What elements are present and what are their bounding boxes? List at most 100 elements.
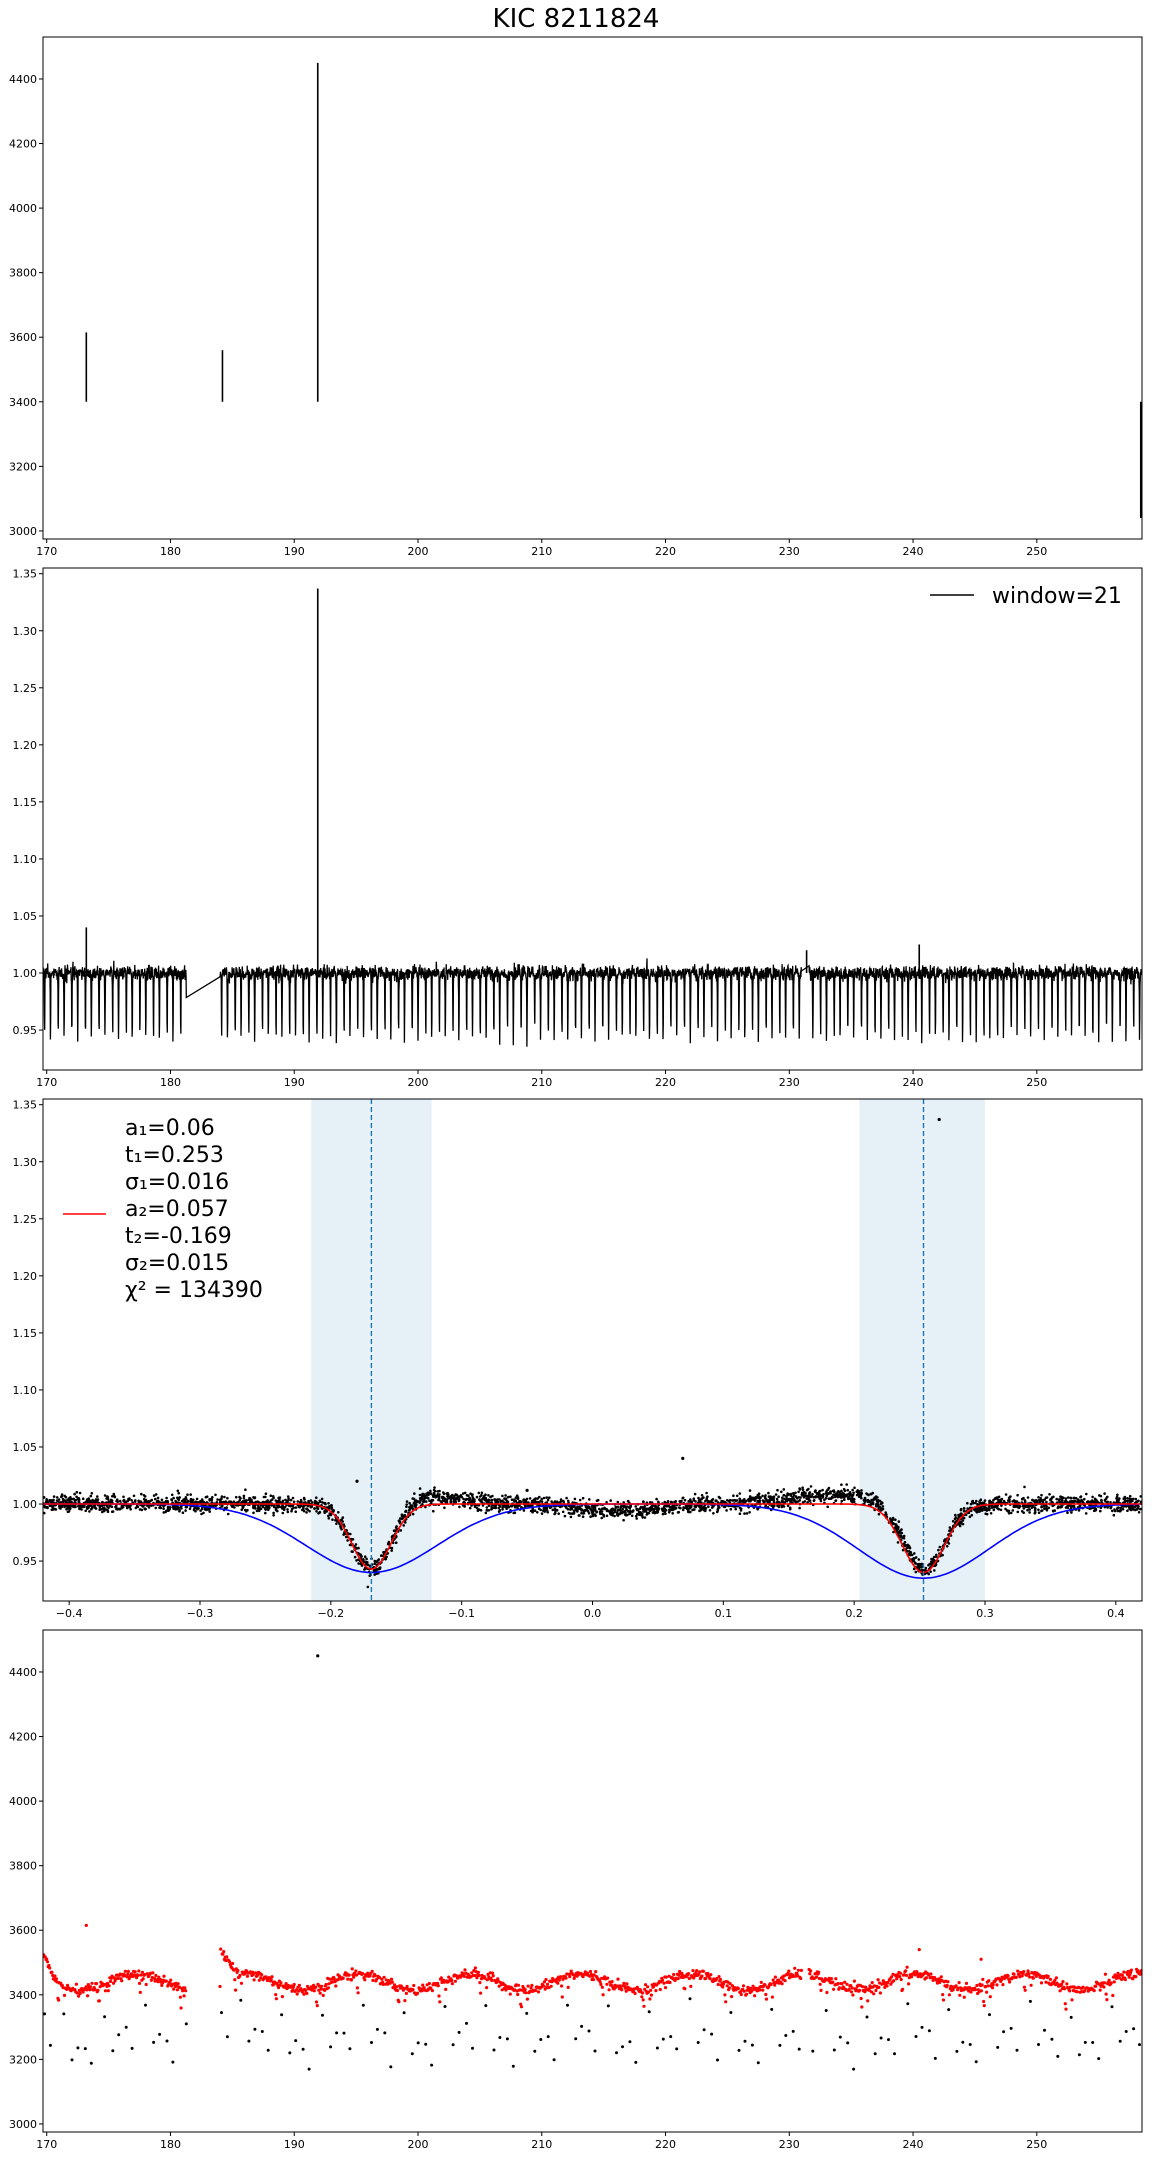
out-of-eclipse-point [860, 2005, 863, 2008]
phase-point [185, 1498, 188, 1501]
out-of-eclipse-point [605, 1983, 608, 1986]
eclipse-point [566, 2004, 569, 2007]
out-of-eclipse-point [648, 1997, 651, 2000]
out-of-eclipse-point [1103, 1981, 1106, 1984]
phase-point [710, 1501, 713, 1504]
phase-point [130, 1499, 133, 1502]
eclipse-point [961, 2041, 964, 2044]
phase-point [451, 1497, 454, 1500]
eclipse-point [403, 2011, 406, 2014]
out-of-eclipse-point [479, 1992, 482, 1995]
phase-point [781, 1496, 784, 1499]
y-tick-label: 1.20 [13, 739, 38, 752]
phase-point [373, 1573, 376, 1576]
phase-point [804, 1500, 807, 1503]
y-tick-label: 0.95 [13, 1024, 38, 1037]
phase-point [1100, 1499, 1103, 1502]
out-of-eclipse-point [1130, 1969, 1133, 1972]
phase-point [620, 1505, 623, 1508]
phase-point [849, 1493, 852, 1496]
out-of-eclipse-point [1136, 1969, 1139, 1972]
phase-point [649, 1509, 652, 1512]
phase-point [1123, 1501, 1126, 1504]
phase-point [1091, 1496, 1094, 1499]
out-of-eclipse-point [1063, 1987, 1066, 1990]
phase-point [904, 1544, 907, 1547]
phase-point [487, 1494, 490, 1497]
phase-point [742, 1499, 745, 1502]
phase-point [629, 1510, 632, 1513]
phase-point [846, 1493, 849, 1496]
phase-point [284, 1506, 287, 1509]
out-of-eclipse-point [742, 1984, 745, 1987]
phase-point [78, 1499, 81, 1502]
phase-point [178, 1496, 181, 1499]
out-of-eclipse-point [231, 1962, 234, 1965]
phase-point [864, 1497, 867, 1500]
out-of-eclipse-point [709, 1973, 712, 1976]
phase-point [162, 1508, 165, 1511]
phase-point [609, 1499, 612, 1502]
phase-point [138, 1501, 141, 1504]
out-of-eclipse-point [162, 1975, 165, 1978]
fit-parameter-line: σ₁=0.016 [125, 1170, 229, 1195]
eclipse-point [171, 2061, 174, 2064]
out-of-eclipse-point [279, 1981, 282, 1984]
out-of-eclipse-point [760, 1981, 763, 1984]
out-of-eclipse-point [1121, 1974, 1124, 1977]
out-of-eclipse-point [314, 1986, 317, 1989]
out-of-eclipse-point [932, 1979, 935, 1982]
phase-point [447, 1494, 450, 1497]
out-of-eclipse-point [1108, 1979, 1111, 1982]
out-of-eclipse-point [611, 1980, 614, 1983]
out-of-eclipse-point [79, 1992, 82, 1995]
phase-point [331, 1518, 334, 1521]
phase-point [858, 1493, 861, 1496]
out-of-eclipse-point [900, 1978, 903, 1981]
phase-point [852, 1492, 855, 1495]
phase-point [679, 1507, 682, 1510]
out-of-eclipse-point [981, 1978, 984, 1981]
fit-parameter-line: a₁=0.06 [125, 1116, 215, 1141]
phase-point [501, 1495, 504, 1498]
phase-point [889, 1518, 892, 1521]
out-of-eclipse-point [75, 1983, 78, 1986]
phase-point [541, 1512, 544, 1515]
eclipse-point [703, 2028, 706, 2031]
phase-point [671, 1512, 674, 1515]
phase-point [927, 1573, 930, 1576]
out-of-eclipse-point [809, 1969, 812, 1972]
phase-point [438, 1490, 441, 1493]
phase-point [829, 1492, 832, 1495]
out-of-eclipse-point [234, 1989, 237, 1992]
phase-point [1023, 1486, 1026, 1489]
out-of-eclipse-point [356, 1986, 359, 1989]
phase-point [84, 1510, 87, 1513]
phase-point [954, 1518, 957, 1521]
phase-point [725, 1509, 728, 1512]
phase-point [1094, 1509, 1097, 1512]
y-tick-label: 1.15 [13, 796, 38, 809]
phase-point [935, 1554, 938, 1557]
phase-point [1055, 1498, 1058, 1501]
fit-parameter-line: χ² = 134390 [125, 1278, 263, 1303]
out-of-eclipse-point [325, 1983, 328, 1986]
eclipse-point [49, 2044, 52, 2047]
phase-point [1078, 1509, 1081, 1512]
y-tick-label: 1.35 [13, 568, 38, 581]
phase-point [1100, 1495, 1103, 1498]
phase-point [143, 1498, 146, 1501]
phase-point [599, 1513, 602, 1516]
phase-point [95, 1507, 98, 1510]
out-of-eclipse-point [567, 1986, 570, 1989]
phase-point [433, 1489, 436, 1492]
out-of-eclipse-point [1093, 1989, 1096, 1992]
eclipse-point [744, 2040, 747, 2043]
phase-point [885, 1513, 888, 1516]
phase-point [835, 1493, 838, 1496]
out-of-eclipse-point [774, 1976, 777, 1979]
phase-point [469, 1507, 472, 1510]
phase-point [469, 1500, 472, 1503]
phase-point [900, 1528, 903, 1531]
phase-point [730, 1508, 733, 1511]
